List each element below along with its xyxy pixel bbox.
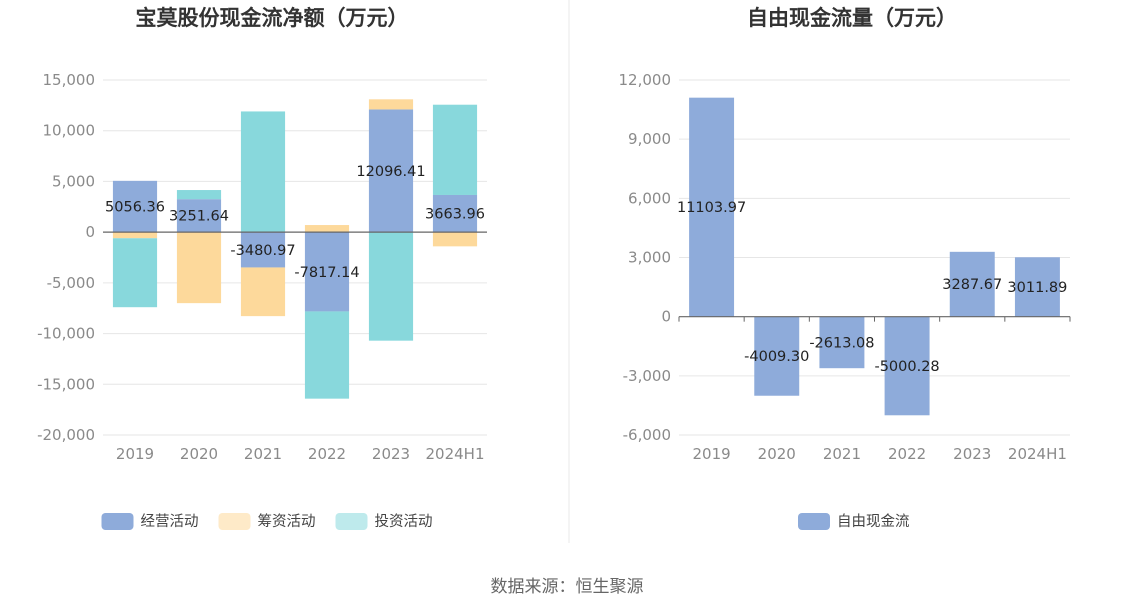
data-label: 3011.89 [1007, 280, 1067, 296]
chart2-title: 自由现金流量（万元） [747, 6, 957, 30]
net-cash-flow-chart: 宝莫股份现金流净额（万元） 15,000 10,000 5,000 0 -5,000 -1… [37, 6, 487, 530]
data-label: 11103.97 [677, 200, 746, 216]
chart2-data-labels: 11103.97 -4009.30-2613.08-5000.28 3287.67 3… [677, 200, 1067, 375]
legend-item-investing[interactable]: 投资活动 [335, 513, 433, 530]
free-cash-flow-chart: 自由现金流量（万元） 12,000 9,000 6,000 3,000 0 -3,000 -… [619, 6, 1071, 530]
x-tick-label: 2024H1 [1008, 445, 1067, 463]
chart1-title: 宝莫股份现金流净额（万元） [136, 6, 409, 30]
y-tick-label: -20,000 [37, 426, 95, 444]
legend-label: 自由现金流 [837, 513, 910, 530]
bar-free_cash_flow-2024H1[interactable] [1014, 257, 1060, 317]
x-tick-label: 2020 [180, 445, 218, 463]
y-tick-label: -6,000 [623, 426, 671, 444]
bar-financing-2019[interactable] [112, 232, 158, 239]
bar-financing-2024H1[interactable] [432, 232, 478, 247]
legend-swatch [335, 513, 368, 530]
chart1-grid [103, 79, 487, 436]
x-tick-label: 2019 [692, 445, 730, 463]
bar-investing-2020[interactable] [176, 190, 222, 200]
bar-investing-2021[interactable] [240, 111, 286, 233]
data-source-note: 数据来源：恒生聚源 [491, 577, 644, 597]
y-tick-label: 3,000 [628, 249, 671, 267]
legend-item-financing[interactable]: 筹资活动 [218, 513, 316, 530]
bar-financing-2021[interactable] [240, 267, 286, 317]
chart1-legend[interactable]: 经营活动 筹资活动 投资活动 [101, 513, 433, 530]
data-label: -5000.28 [874, 359, 939, 375]
bar-investing-2023[interactable] [368, 232, 414, 341]
data-label: 3287.67 [942, 277, 1002, 293]
bar-operating-2022[interactable] [304, 232, 350, 312]
x-tick-label: 2021 [244, 445, 282, 463]
x-tick-label: 2023 [372, 445, 410, 463]
legend-label: 投资活动 [375, 513, 433, 530]
y-tick-label: 12,000 [619, 71, 672, 89]
bar-free_cash_flow-2022[interactable] [884, 316, 930, 416]
chart1-bars [112, 99, 478, 399]
x-tick-label: 2022 [888, 445, 926, 463]
x-tick-label: 2024H1 [426, 445, 485, 463]
bar-investing-2022[interactable] [304, 311, 350, 399]
y-tick-label: 10,000 [43, 122, 96, 140]
legend-swatch [798, 513, 830, 530]
y-tick-label: -10,000 [37, 325, 95, 343]
y-tick-label: -5,000 [47, 274, 95, 292]
y-tick-label: 0 [661, 308, 671, 326]
chart2-axis: 12,000 9,000 6,000 3,000 0 -3,000 -6,000 2019 20… [619, 71, 1071, 463]
data-label: -3480.97 [230, 243, 295, 259]
data-label: 12096.41 [356, 164, 425, 180]
legend-label: 筹资活动 [258, 513, 316, 530]
data-label: 3663.96 [425, 207, 485, 223]
legend-swatch [101, 513, 134, 530]
bar-operating-2021[interactable] [240, 232, 286, 268]
bar-operating-2019[interactable] [112, 180, 158, 233]
bar-operating-2020[interactable] [176, 199, 222, 233]
bar-operating-2024H1[interactable] [432, 194, 478, 233]
y-tick-label: 0 [85, 223, 95, 241]
chart2-legend[interactable]: 自由现金流 [798, 513, 910, 530]
bar-free_cash_flow-2020[interactable] [754, 316, 800, 396]
legend-label: 经营活动 [141, 513, 199, 530]
x-tick-label: 2023 [953, 445, 991, 463]
bar-financing-2023[interactable] [368, 99, 414, 110]
chart2-grid [679, 79, 1070, 436]
x-tick-label: 2020 [758, 445, 796, 463]
x-tick-label: 2021 [823, 445, 861, 463]
data-label: 3251.64 [169, 209, 229, 225]
bar-investing-2019[interactable] [112, 238, 158, 308]
chart1-axis: 15,000 10,000 5,000 0 -5,000 -10,000 -15,000 -2… [37, 71, 487, 463]
bar-operating-2023[interactable] [368, 109, 414, 233]
y-tick-label: -15,000 [37, 375, 95, 393]
legend-swatch [218, 513, 251, 530]
bar-free_cash_flow-2019[interactable] [689, 97, 735, 317]
y-tick-label: -3,000 [623, 367, 671, 385]
chart2-bars [689, 97, 1060, 416]
bar-free_cash_flow-2021[interactable] [819, 316, 865, 369]
y-tick-label: 15,000 [43, 71, 96, 89]
x-tick-label: 2019 [116, 445, 154, 463]
bar-investing-2024H1[interactable] [432, 104, 478, 195]
bar-free_cash_flow-2023[interactable] [949, 251, 995, 317]
data-label: -7817.14 [294, 265, 359, 281]
bar-financing-2022[interactable] [304, 225, 350, 233]
y-tick-label: 6,000 [628, 189, 671, 207]
y-tick-label: 9,000 [628, 130, 671, 148]
data-label: 5056.36 [105, 199, 165, 215]
legend-item-free_cash_flow[interactable]: 自由现金流 [798, 513, 910, 530]
data-label: -4009.30 [744, 349, 809, 365]
bar-financing-2020[interactable] [176, 232, 222, 304]
data-label: -2613.08 [809, 335, 874, 351]
x-tick-label: 2022 [308, 445, 346, 463]
y-tick-label: 5,000 [52, 172, 95, 190]
legend-item-operating[interactable]: 经营活动 [101, 513, 199, 530]
